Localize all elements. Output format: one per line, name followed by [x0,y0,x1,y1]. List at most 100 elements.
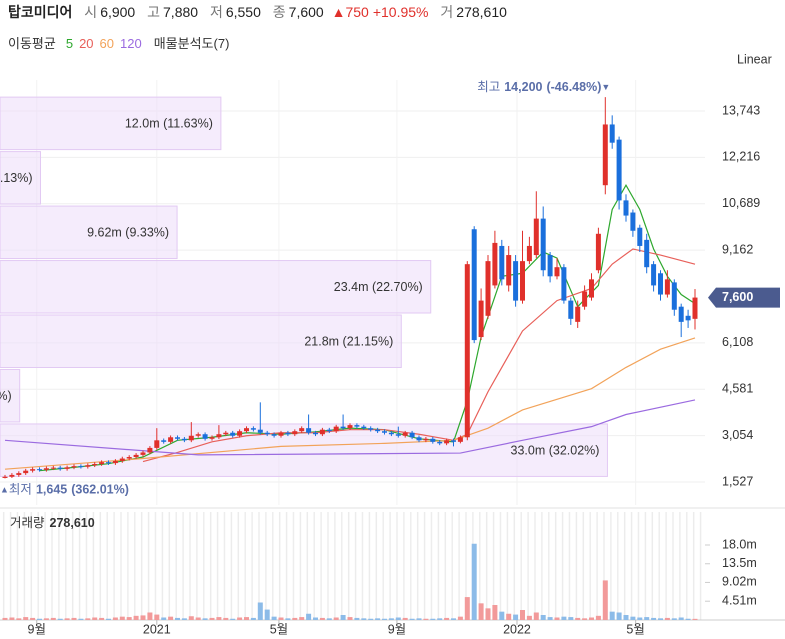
volume-bar [547,617,553,620]
candle-body [547,255,553,277]
candle-body [409,432,415,438]
profile-bar [0,314,402,368]
volume-bar [340,615,346,620]
y-tick-label: 3,054 [722,428,753,442]
volume-bar [444,617,450,620]
volume-bar [388,618,394,620]
profile-bar [0,260,432,314]
candle-body [437,441,443,444]
candle-body [671,282,677,310]
field-value: 7,880 [163,4,199,20]
volume-bar [243,617,249,620]
candle-body [140,452,146,455]
candle-body [519,261,525,301]
volume-bar [319,617,325,620]
volume-bar [409,618,415,620]
volume-bar [457,616,463,620]
max-note: 최고 14,200 (-46.48%)▼ [477,80,610,94]
volume-bar [678,617,684,620]
volume-bar [381,618,387,620]
ma-line [4,337,696,470]
candle-body [616,139,622,201]
volume-bar [326,618,332,620]
price-tag-label: 7,600 [722,290,753,304]
volume-bar [623,615,629,620]
candle-body [78,466,84,468]
marker: ▼ [601,83,610,93]
volume-bar [278,617,284,620]
volume-bar [671,618,677,620]
candle-body [637,227,643,246]
volume-bar [582,618,588,620]
candle-body [292,431,298,435]
candle-body [161,440,167,442]
field-value: 278,610 [456,4,507,20]
candle-body [50,467,56,469]
candle-body [602,124,608,186]
candle-body [450,440,456,442]
candle-body [333,426,339,432]
field-value: 6,900 [100,4,136,20]
volume-bar [464,597,470,620]
min-value: 1,645 [36,483,67,497]
candle-body [568,300,574,319]
quote-header: 탑코미디어 시 6,900 고 7,880 저 6,550 종 7,600 ▲750 +1… [8,2,507,22]
candle-body [64,467,70,469]
legend-item[interactable]: 20 [79,36,94,51]
field-value: 6,550 [225,4,261,20]
volume-bar [195,617,201,620]
volume-bar [71,617,77,620]
volume-bar [223,617,229,620]
candle-body [209,437,215,439]
candle-body [575,306,581,322]
volume-bar [9,617,15,620]
volume-bar [664,617,670,620]
candle-body [306,428,312,433]
y-tick-label: 9,162 [722,242,753,256]
candle-body [243,428,249,432]
x-tick-label: 2021 [143,622,171,636]
volume-bar [333,617,339,620]
legend-item[interactable]: 5 [65,36,74,51]
volume-bar [561,616,567,620]
legend-item[interactable]: 120 [120,36,142,51]
profile-label: 2.20m (2.13%) [0,171,32,185]
candle-body [630,212,636,231]
marker: ▲ [0,485,9,495]
min-prefix: 최저 [9,483,32,497]
volume-bar [216,617,222,620]
candle-body [264,432,270,435]
x-tick-label: 5월 [626,622,644,636]
volume-bar [354,617,360,620]
volume-bar [237,617,243,620]
volume-bar [106,618,112,620]
volume-bar [271,616,277,620]
candle-body [30,469,36,471]
candle-body [71,466,77,468]
candle-body [2,476,8,478]
candle-body [106,462,112,464]
volume-bar [361,618,367,620]
legend-item[interactable]: 60 [99,36,115,51]
y-tick-label: 12,216 [722,150,760,164]
candle-body [402,432,408,436]
volume-bar [188,616,194,620]
profile-title[interactable]: 매물분석도(7) [153,36,230,51]
volume-bar [651,617,657,620]
volume-bar [209,617,215,620]
volume-bar [306,613,312,620]
volume-bar [99,617,105,620]
volume-title: 거래량 278,610 [10,516,95,530]
stock-name: 탑코미디어 [8,4,73,20]
volume-bar [630,616,636,620]
volume-bar [16,618,22,620]
volume-bar [568,617,574,620]
candle-body [154,440,160,448]
candle-body [485,261,491,316]
scale-label[interactable]: Linear [737,52,772,66]
x-tick-label: 9월 [28,622,46,636]
volume-bar [140,615,146,620]
candle-body [375,429,381,432]
